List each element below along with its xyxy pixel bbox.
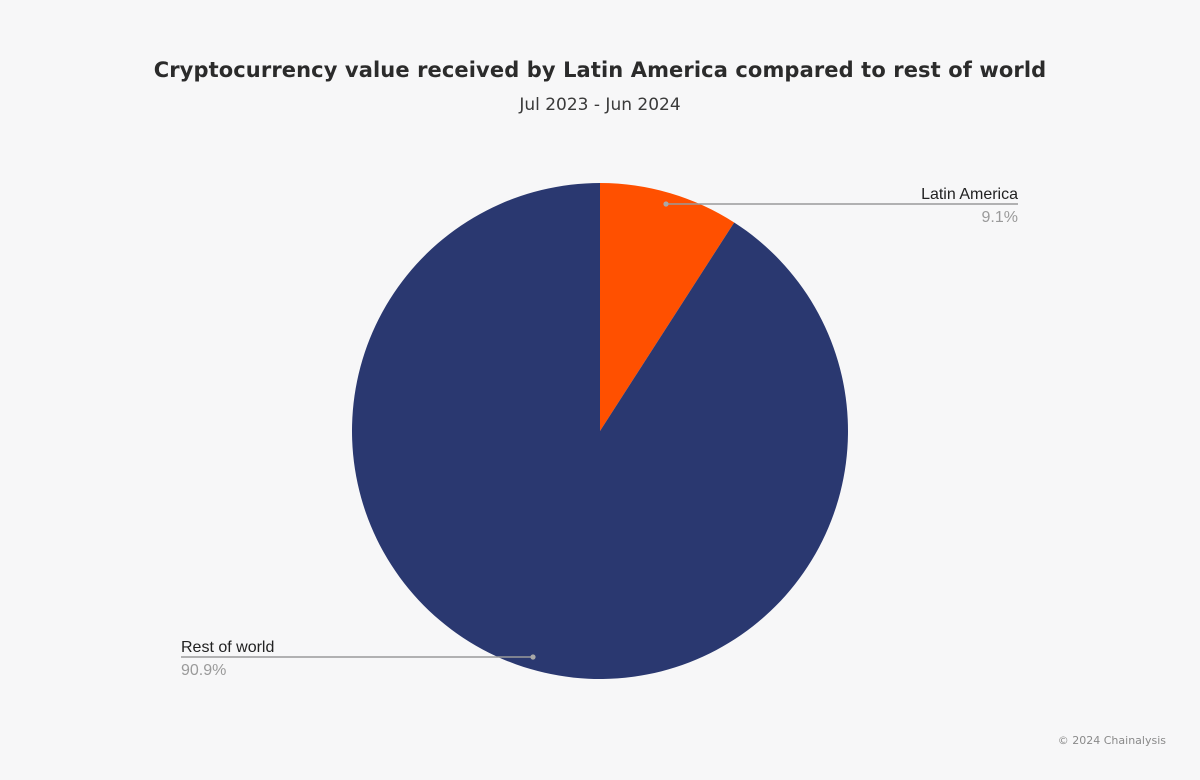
slice-value-label: 9.1% (982, 209, 1018, 226)
leader-dot (663, 201, 669, 207)
slice-label: Latin America (921, 186, 1018, 203)
pie-slice-latin-america (600, 183, 735, 431)
pie-slices (351, 183, 848, 679)
leader-dot (530, 654, 536, 660)
pie-labels: Latin America 9.1% Rest of world 90.9% (181, 186, 1018, 679)
slice-label: Rest of world (181, 639, 274, 656)
chart-title: Cryptocurrency value received by Latin A… (153, 58, 1047, 82)
pie-slice-rest-of-world (351, 183, 848, 679)
copyright-text: © 2024 Chainalysis (1057, 734, 1166, 747)
chart-subtitle: Jul 2023 - Jun 2024 (519, 95, 681, 115)
slice-value-label: 90.9% (181, 662, 226, 679)
